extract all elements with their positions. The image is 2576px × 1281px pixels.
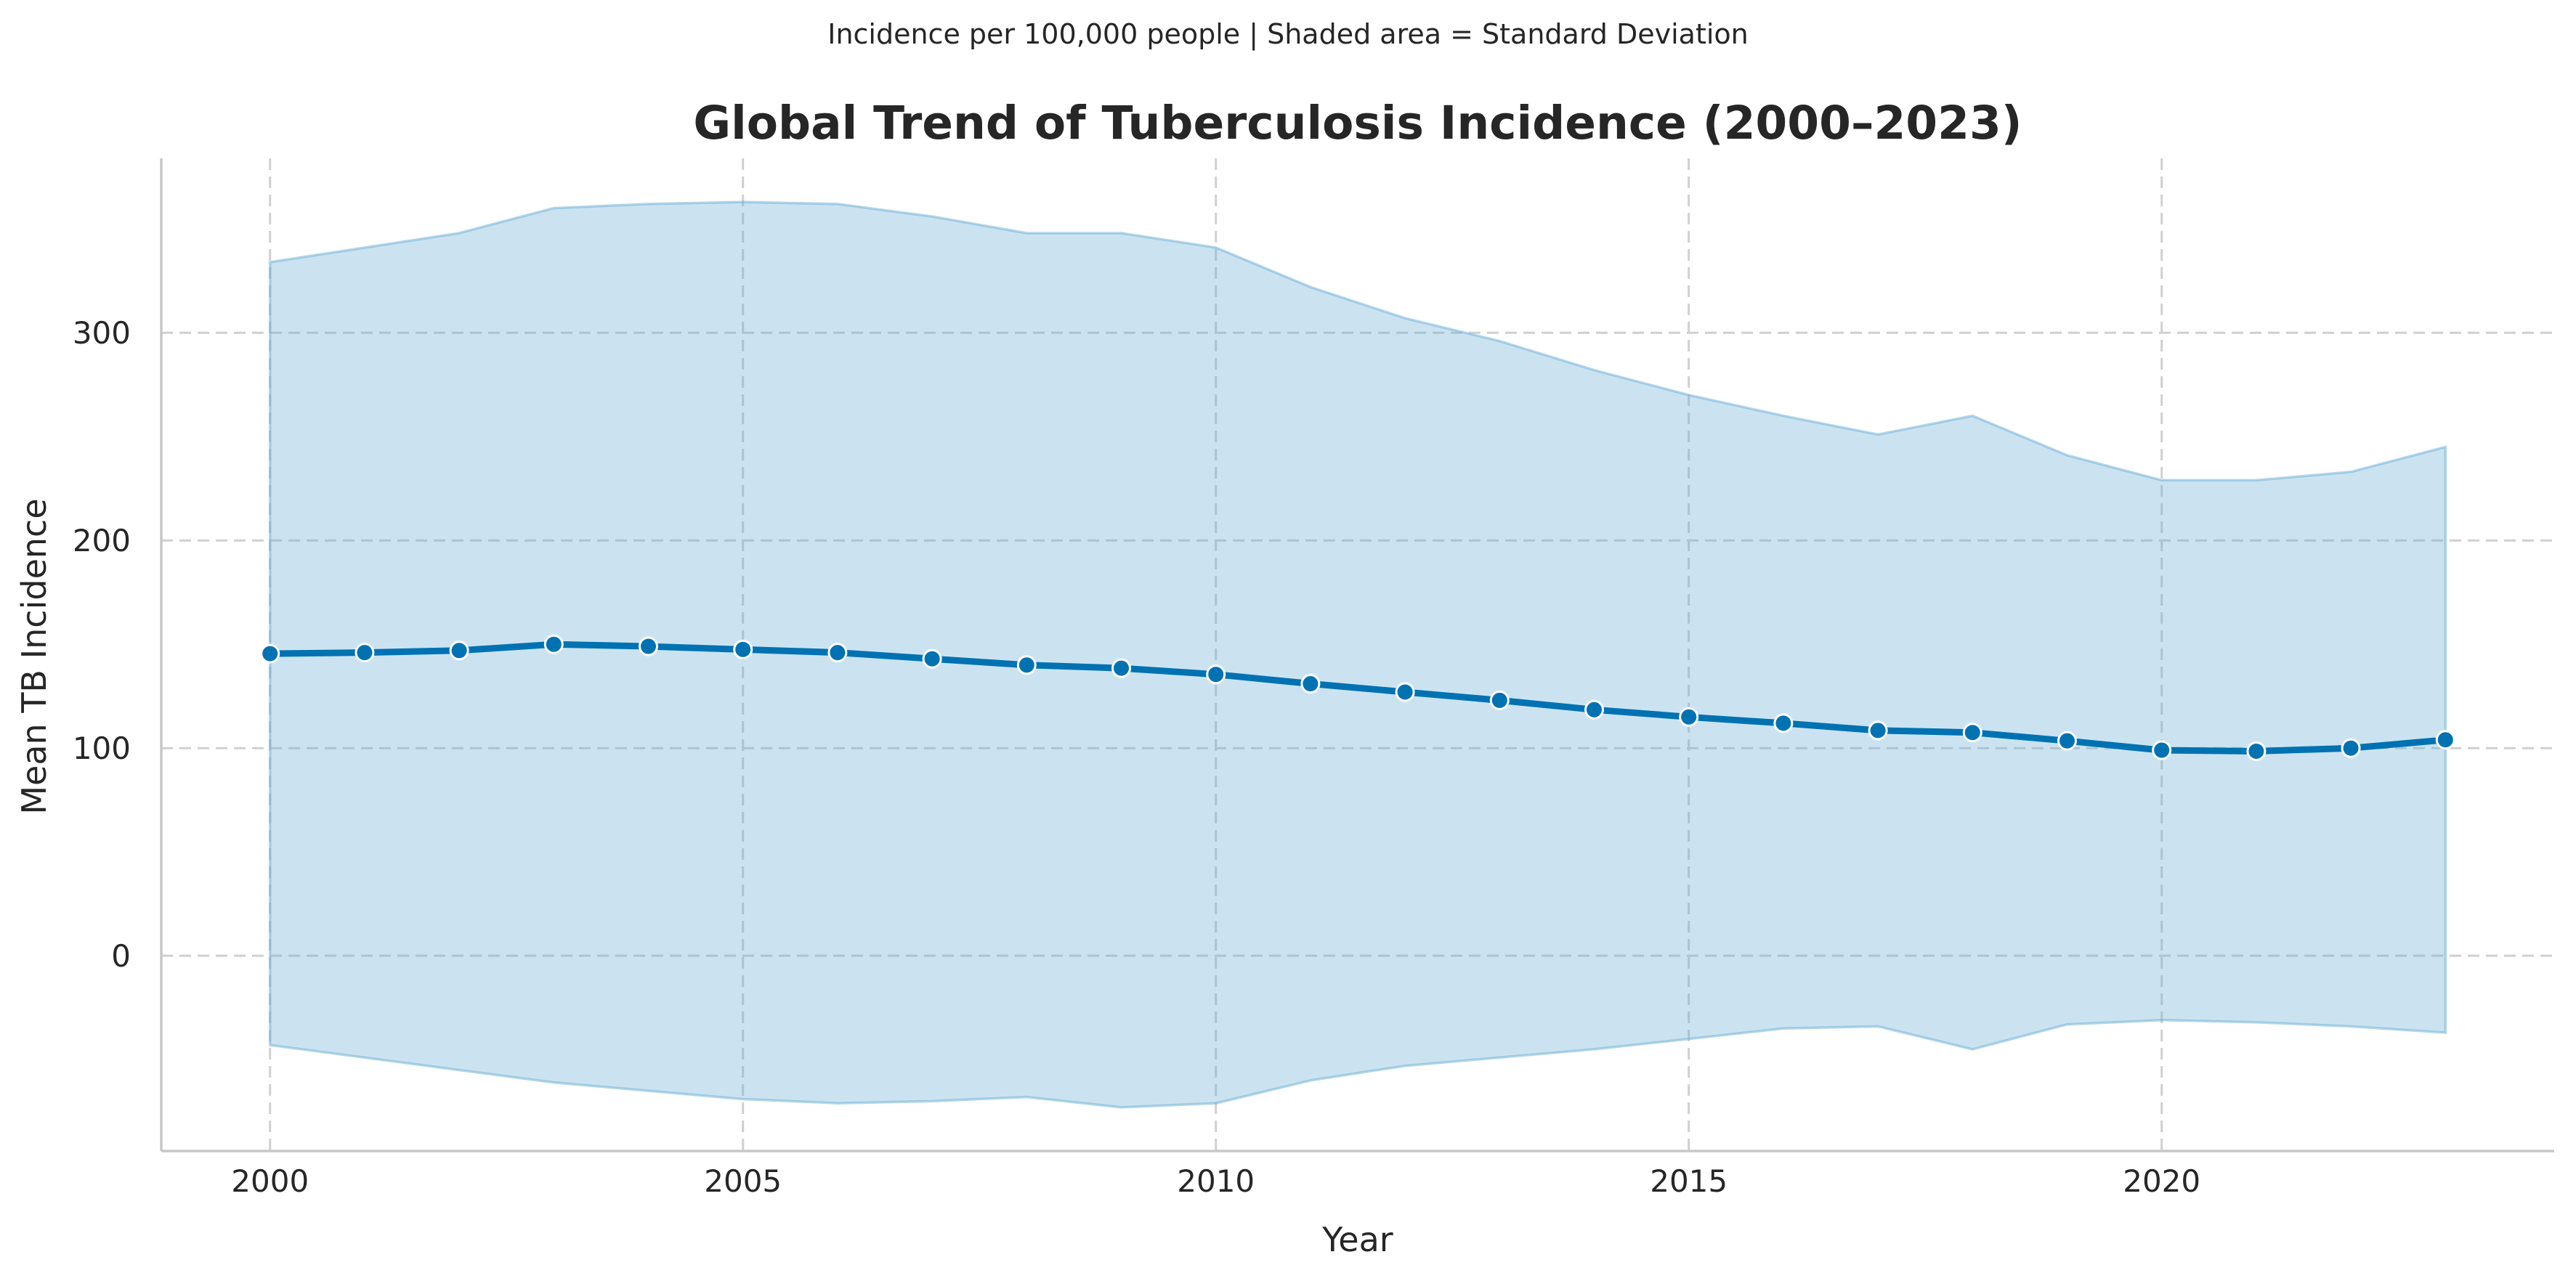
y-tick-label: 200 xyxy=(73,523,131,558)
data-point xyxy=(543,634,564,654)
data-point xyxy=(2435,730,2455,750)
data-point xyxy=(1111,658,1132,678)
std-dev-band xyxy=(268,200,2447,1109)
data-point xyxy=(1773,713,1794,733)
x-tick-label: 2005 xyxy=(704,1163,782,1199)
data-point xyxy=(449,640,469,661)
std-dev-area xyxy=(268,200,2447,1109)
data-point xyxy=(1300,674,1321,694)
data-point xyxy=(1395,682,1415,702)
mean-incidence-line xyxy=(267,640,2449,755)
data-point xyxy=(1584,699,1604,720)
data-point xyxy=(639,636,659,656)
y-axis-label: Mean TB Incidence xyxy=(15,498,54,814)
x-tick-label: 2010 xyxy=(1177,1163,1255,1199)
data-point-markers xyxy=(260,634,2455,761)
data-point xyxy=(733,639,753,659)
axis-spines xyxy=(160,158,2554,1152)
data-point xyxy=(827,643,848,663)
data-point xyxy=(1962,723,1982,743)
data-point xyxy=(1489,690,1510,710)
x-tick-label: 2020 xyxy=(2123,1163,2200,1199)
x-axis-label: Year xyxy=(1321,1220,1393,1259)
y-tick-label: 0 xyxy=(111,938,131,974)
data-point xyxy=(2057,731,2077,751)
data-point xyxy=(1206,664,1226,685)
chart-subtitle: Incidence per 100,000 people | Shaded ar… xyxy=(827,18,1749,51)
y-tick-label: 300 xyxy=(73,315,131,351)
data-point xyxy=(260,643,280,664)
mean-line-series xyxy=(267,640,2449,755)
data-point xyxy=(922,648,942,669)
data-point xyxy=(2341,738,2361,758)
data-point xyxy=(1016,655,1037,675)
data-point xyxy=(2152,740,2172,760)
data-point xyxy=(2246,741,2267,761)
data-point xyxy=(1679,707,1699,727)
data-point xyxy=(1868,720,1888,741)
y-tick-label: 100 xyxy=(73,731,131,766)
y-tick-labels: 0 100 200 300 xyxy=(73,315,131,974)
x-tick-labels: 2000 2005 2010 2015 2020 xyxy=(231,1163,2200,1199)
x-tick-label: 2015 xyxy=(1650,1163,1728,1199)
chart-title: Global Trend of Tuberculosis Incidence (… xyxy=(693,97,2022,150)
data-point xyxy=(355,643,375,663)
x-tick-label: 2000 xyxy=(231,1163,309,1199)
